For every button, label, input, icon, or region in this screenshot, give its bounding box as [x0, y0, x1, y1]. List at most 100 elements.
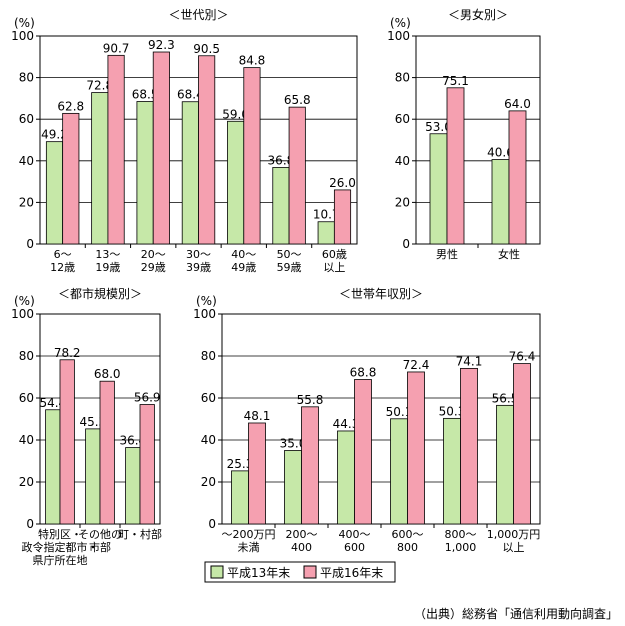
data-label: 49.2 [41, 128, 68, 142]
bar [107, 54, 125, 245]
legend-swatch-series-a [210, 565, 224, 579]
bar [85, 428, 101, 525]
data-label: 10.7 [313, 208, 340, 222]
data-label: 55.8 [297, 393, 324, 407]
bar [508, 110, 527, 245]
y-tick-label: 20 [19, 475, 34, 489]
bar [248, 422, 266, 525]
x-tick-label: 県庁所在地 [33, 553, 88, 567]
y-tick-label: 80 [395, 71, 410, 85]
y-tick-label: 0 [208, 517, 216, 531]
data-label: 45.3 [79, 415, 106, 429]
data-label: 59.0 [222, 107, 249, 121]
x-tick-label: 200～ [286, 528, 318, 541]
data-label: 68.4 [177, 88, 204, 102]
data-label: 40.6 [487, 146, 514, 160]
bar [62, 112, 80, 245]
plot-area [221, 313, 541, 525]
bar [45, 409, 61, 525]
bar [125, 447, 141, 525]
data-label: 68.5 [132, 88, 159, 102]
legend-label-series-b: 平成16年末 [320, 566, 383, 580]
y-tick-label: 20 [19, 195, 34, 209]
data-label: 54.4 [39, 396, 66, 410]
y-unit-label: (%) [14, 16, 35, 30]
data-label: 56.5 [492, 391, 519, 405]
chart-title: ＜男女別＞ [448, 7, 508, 22]
x-tick-label: 以上 [323, 261, 345, 274]
data-label: 72.4 [403, 358, 430, 372]
y-tick-label: 40 [19, 154, 34, 168]
data-label: 26.0 [329, 176, 356, 190]
bar [181, 101, 199, 245]
x-tick-label: 600～ [392, 528, 424, 541]
bar [496, 404, 514, 525]
data-label: 50.1 [386, 405, 413, 419]
data-label: 50.3 [439, 404, 466, 418]
x-tick-label: 男性 [436, 247, 458, 261]
chart-title: ＜都市規模別＞ [58, 286, 142, 301]
data-label: 68.8 [350, 366, 377, 380]
data-label: 76.4 [509, 350, 536, 364]
legend-frame [204, 561, 396, 583]
y-tick-label: 20 [395, 195, 410, 209]
data-label: 36.8 [268, 153, 295, 167]
bar [198, 55, 216, 245]
bar [139, 404, 155, 525]
x-tick-label: 未満 [238, 541, 260, 554]
data-label: 68.0 [94, 367, 121, 381]
data-label: 56.9 [134, 391, 161, 405]
y-tick-label: 60 [19, 391, 34, 405]
x-tick-label: 39歳 [186, 261, 211, 274]
bar [443, 417, 461, 525]
data-label: 90.7 [103, 41, 130, 55]
x-tick-label: 59歳 [277, 261, 302, 274]
y-unit-label: (%) [14, 294, 35, 308]
x-tick-label: 女性 [498, 247, 520, 261]
y-tick-label: 0 [402, 237, 410, 251]
source-note: （出典）総務省「通信利用動向調査」 [414, 606, 618, 621]
bar [243, 67, 261, 245]
data-label: 72.8 [86, 79, 113, 93]
y-tick-label: 20 [201, 475, 216, 489]
y-tick-label: 100 [11, 29, 34, 43]
bar [354, 379, 372, 525]
x-tick-label: 800 [397, 541, 418, 554]
data-label: 78.2 [54, 346, 81, 360]
bar [491, 159, 510, 245]
x-tick-label: 市部 [89, 540, 111, 554]
chart-title: ＜世代別＞ [168, 8, 228, 22]
data-label: 84.8 [239, 54, 266, 68]
y-tick-label: 60 [395, 112, 410, 126]
y-tick-label: 0 [26, 237, 34, 251]
x-tick-label: ～200万円 [222, 528, 276, 541]
bar [333, 189, 352, 245]
bar [407, 371, 425, 525]
y-tick-label: 40 [19, 433, 34, 447]
y-tick-label: 100 [193, 307, 216, 321]
bar [390, 418, 408, 525]
data-label: 90.5 [193, 42, 220, 56]
data-label: 44.3 [333, 417, 360, 431]
data-label: 92.3 [148, 38, 175, 52]
data-label: 64.0 [504, 97, 531, 111]
y-tick-label: 80 [19, 349, 34, 363]
bar [460, 367, 478, 525]
x-tick-label: 1,000万円 [487, 528, 541, 541]
x-tick-label: 29歳 [141, 261, 166, 274]
data-label: 74.1 [456, 354, 483, 368]
x-tick-label: 600 [344, 541, 365, 554]
x-tick-label: 400 [291, 541, 312, 554]
bar [301, 406, 319, 525]
y-tick-label: 60 [201, 391, 216, 405]
bar [317, 221, 335, 245]
x-tick-label: 19歳 [95, 261, 120, 274]
x-tick-label: 町・村部 [118, 527, 162, 541]
x-tick-label: 800～ [445, 528, 477, 541]
gender-chart: 0 20 40 60 80 100(%) ＜男女別＞ 53.0 75.1 男性 40.6 64.0 女性 [387, 7, 541, 261]
bar [429, 133, 448, 245]
bar [337, 430, 355, 525]
data-label: 48.1 [244, 409, 271, 423]
data-label: 62.8 [57, 99, 84, 113]
